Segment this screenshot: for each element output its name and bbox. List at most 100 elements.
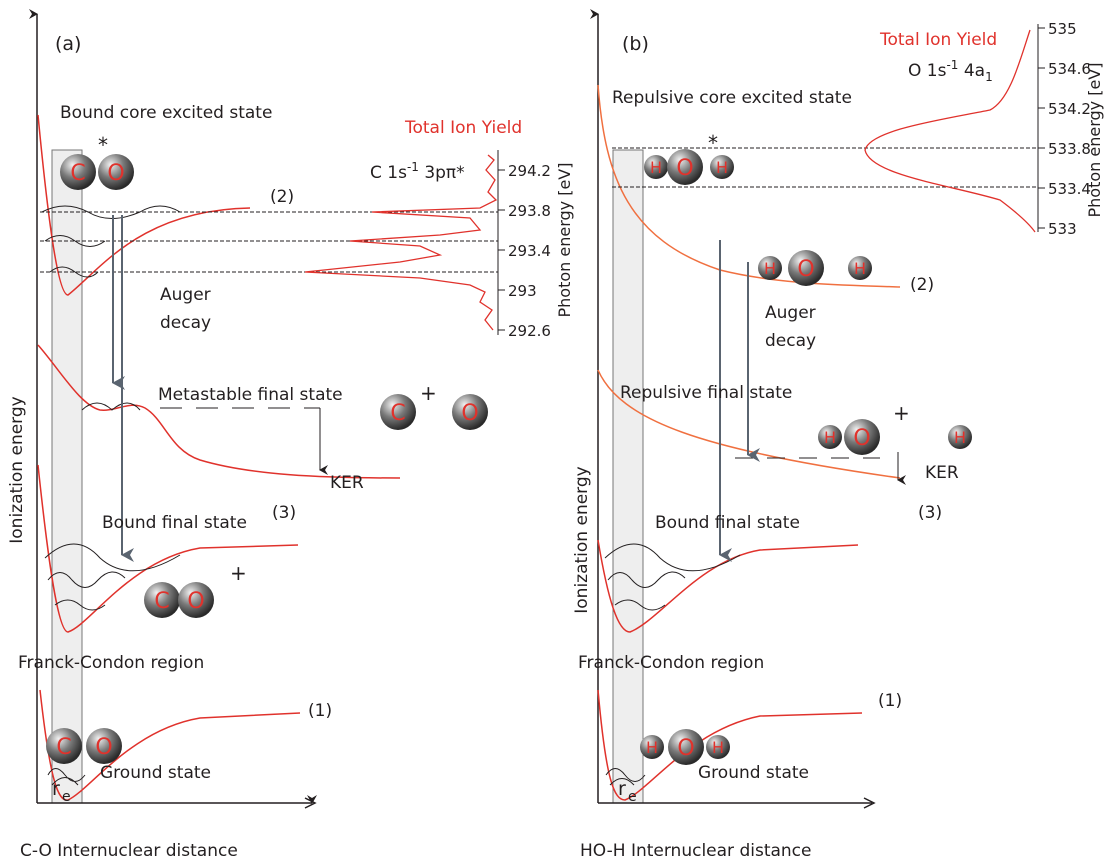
x-axis-label: C-O Internuclear distance bbox=[20, 841, 238, 861]
curve-label: (3) bbox=[272, 503, 296, 523]
ker-label: KER bbox=[330, 473, 364, 493]
resonance-rest: 4a bbox=[958, 61, 985, 81]
atom-label: O bbox=[853, 426, 870, 451]
resonance-main: C 1s bbox=[370, 163, 407, 183]
curve-label: (1) bbox=[878, 691, 902, 711]
auger-label: Auger bbox=[160, 285, 211, 305]
atom-label: O bbox=[676, 156, 693, 181]
curve-label: (2) bbox=[910, 275, 934, 295]
tick-label: 293 bbox=[508, 282, 537, 300]
charge: + bbox=[420, 381, 437, 405]
atom bbox=[668, 729, 704, 765]
atom-label: O bbox=[797, 257, 814, 282]
atom bbox=[788, 250, 824, 286]
atom-label: H bbox=[646, 738, 658, 757]
charge: + bbox=[230, 561, 247, 585]
atom-label: O bbox=[187, 589, 204, 614]
atom-label: H bbox=[650, 158, 662, 177]
resonance: C 1s-1 3pπ* bbox=[370, 160, 465, 183]
spectrum-title: Total Ion Yield bbox=[879, 30, 997, 50]
final-state: Repulsive final state bbox=[620, 383, 792, 403]
atom-label: C bbox=[154, 589, 169, 614]
atom-label: O bbox=[95, 735, 112, 760]
atom bbox=[706, 735, 730, 759]
atom bbox=[818, 425, 842, 449]
atom bbox=[144, 582, 180, 618]
r-label: r bbox=[52, 778, 60, 800]
bound-state: Bound final state bbox=[655, 513, 800, 533]
atom bbox=[380, 394, 416, 430]
x-axis-label: HO-H Internuclear distance bbox=[580, 841, 811, 861]
resonance-sup: -1 bbox=[407, 160, 419, 174]
panel-a-drawing bbox=[29, 9, 499, 804]
resonance-rest: 3pπ* bbox=[419, 163, 465, 183]
atom-label: O bbox=[107, 161, 124, 186]
bound-state: Bound final state bbox=[102, 513, 247, 533]
franck-condon: Franck-Condon region bbox=[578, 653, 764, 673]
atom-label: H bbox=[854, 259, 866, 278]
atom-label: O bbox=[461, 401, 478, 426]
auger-label: Auger bbox=[765, 303, 816, 323]
tick-label: 535 bbox=[1048, 20, 1077, 38]
final-state: Metastable final state bbox=[158, 385, 343, 405]
atom-label: C bbox=[390, 401, 405, 426]
atom-label: H bbox=[824, 428, 836, 447]
tick-label: 293.8 bbox=[508, 202, 551, 220]
y-axis-label: Ionization energy bbox=[7, 396, 27, 543]
spectrum-title: Total Ion Yield bbox=[404, 118, 522, 138]
resonance-main: O 1s bbox=[908, 61, 947, 81]
tick-label: 292.6 bbox=[508, 322, 551, 340]
atom bbox=[640, 735, 664, 759]
tick-label: 293.4 bbox=[508, 242, 551, 260]
panel-label: (a) bbox=[55, 33, 81, 55]
curve-label: (3) bbox=[918, 503, 942, 523]
tick-label: 534.2 bbox=[1048, 100, 1091, 118]
franck-condon: Franck-Condon region bbox=[18, 653, 204, 673]
tick-label: 533.4 bbox=[1048, 180, 1091, 198]
tick-label: 533 bbox=[1048, 220, 1077, 238]
resonance-sub: 1 bbox=[985, 70, 993, 84]
atom bbox=[60, 154, 96, 190]
atom-label: H bbox=[954, 428, 966, 447]
atom bbox=[98, 154, 134, 190]
atom bbox=[710, 155, 734, 179]
photon-axis-label: Photon energy [eV] bbox=[1085, 63, 1104, 218]
core-state: Bound core excited state bbox=[60, 103, 272, 123]
resonance-sup: -1 bbox=[946, 58, 958, 72]
photon-axis-label: Photon energy [eV] bbox=[555, 163, 574, 318]
atom-label: C bbox=[56, 735, 71, 760]
resonance: O 1s-1 4a1 bbox=[908, 58, 993, 84]
atom-label: H bbox=[764, 259, 776, 278]
ker-label: KER bbox=[925, 463, 959, 483]
y-axis-label: Ionization energy bbox=[572, 466, 592, 613]
core-state: Repulsive core excited state bbox=[612, 88, 852, 108]
atom bbox=[667, 149, 703, 185]
atom bbox=[644, 155, 668, 179]
curve-label: (1) bbox=[308, 701, 332, 721]
atom-label: H bbox=[712, 738, 724, 757]
atom-label: H bbox=[716, 158, 728, 177]
charge: + bbox=[893, 401, 910, 425]
ground-state: Ground state bbox=[698, 763, 809, 783]
atom bbox=[848, 256, 872, 280]
atom bbox=[758, 256, 782, 280]
tick-label: 533.8 bbox=[1048, 140, 1091, 158]
atom bbox=[86, 728, 122, 764]
curve-label: (2) bbox=[270, 187, 294, 207]
panel-b-drawing bbox=[304, 9, 1039, 809]
r-subscript: e bbox=[62, 789, 71, 805]
charge: * bbox=[708, 131, 718, 155]
tick-label: 294.2 bbox=[508, 162, 551, 180]
r-subscript: e bbox=[628, 789, 637, 805]
tick-label: 534.6 bbox=[1048, 60, 1091, 78]
ground-state: Ground state bbox=[100, 763, 211, 783]
atom-label: C bbox=[70, 161, 85, 186]
auger-label: decay bbox=[160, 313, 211, 333]
charge: * bbox=[98, 133, 108, 157]
atom-label: O bbox=[677, 736, 694, 761]
r-label: r bbox=[618, 778, 626, 800]
auger-label: decay bbox=[765, 331, 816, 351]
panel-label: (b) bbox=[622, 33, 649, 55]
atom bbox=[844, 419, 880, 455]
